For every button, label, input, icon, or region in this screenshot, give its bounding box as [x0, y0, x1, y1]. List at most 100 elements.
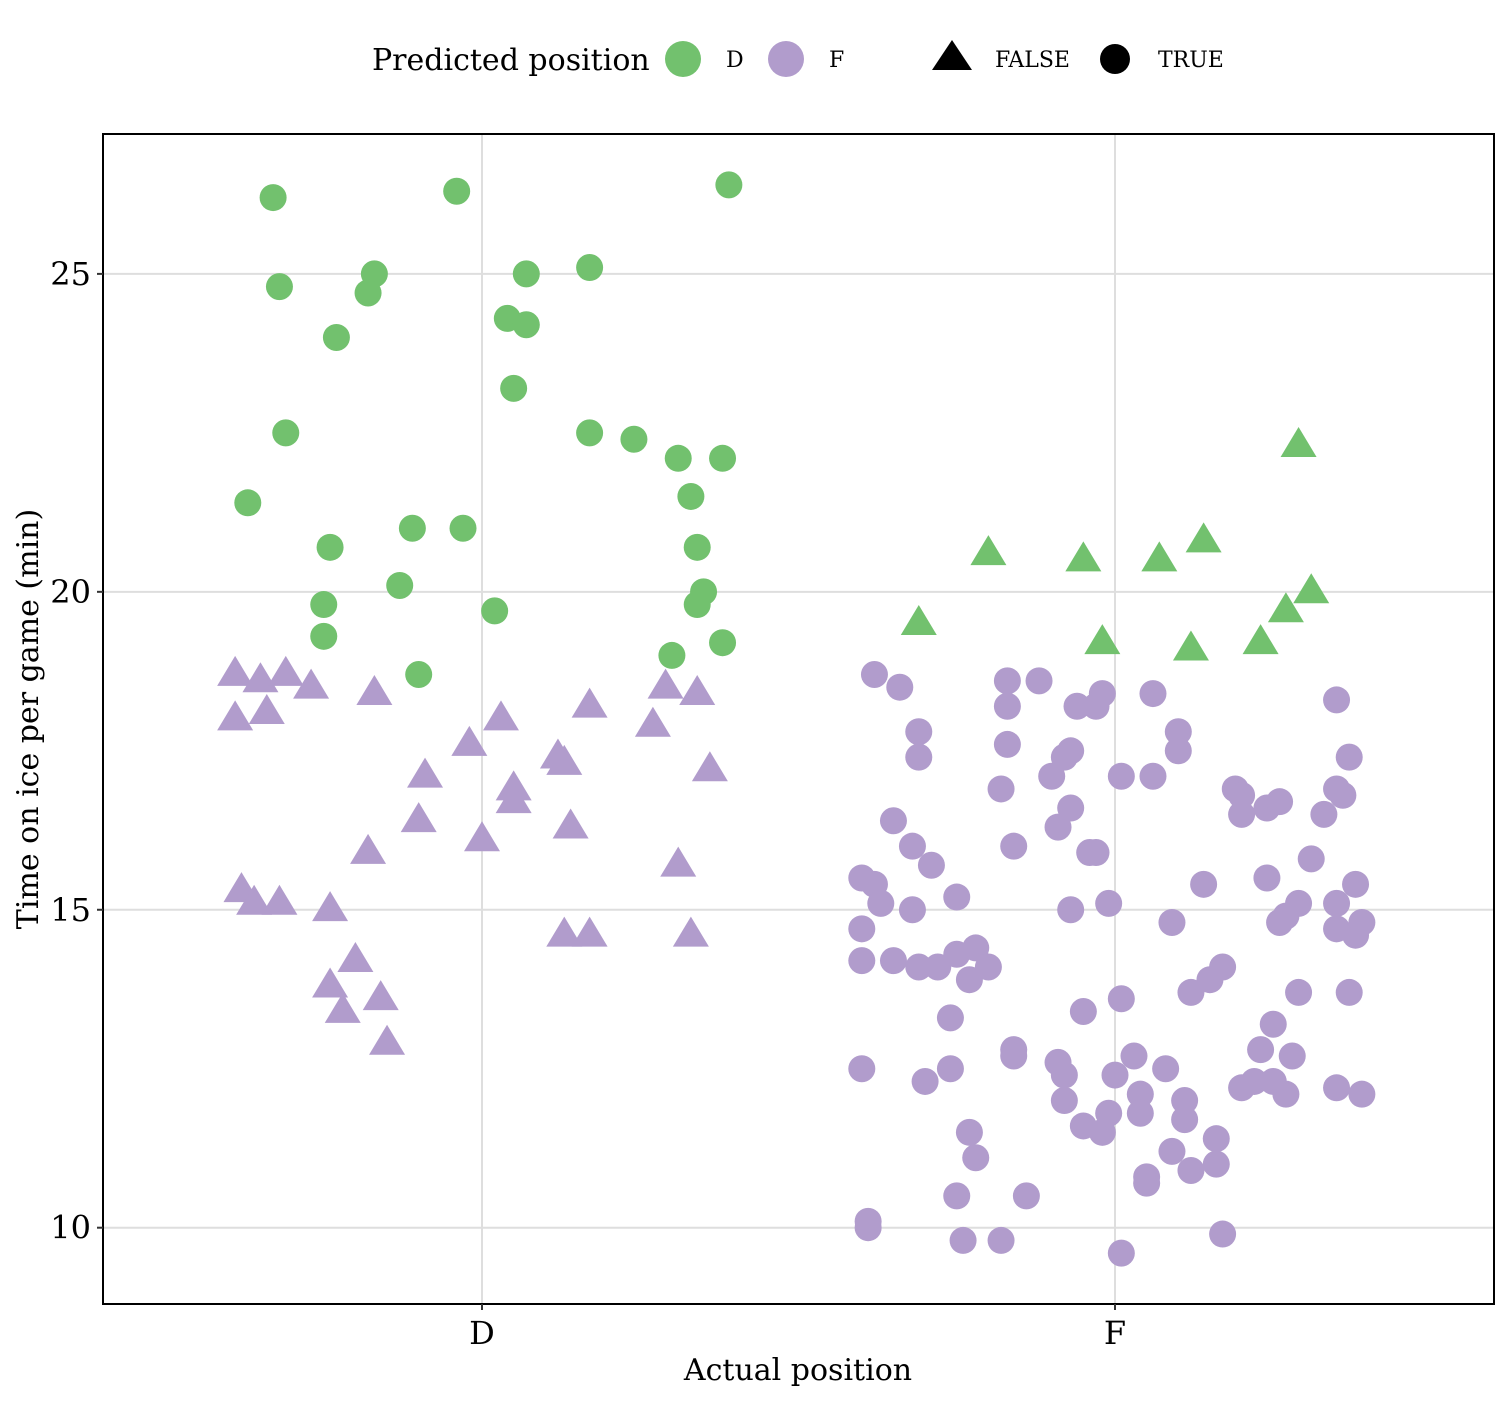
y-tick-label: 25	[50, 255, 91, 293]
data-point-circle	[867, 889, 895, 917]
data-point-circle	[683, 533, 711, 561]
data-point-triangle	[1084, 624, 1121, 655]
data-point-circle	[1253, 864, 1281, 892]
data-point-circle	[1082, 839, 1110, 867]
data-point-circle	[917, 851, 945, 879]
data-point-circle	[1139, 680, 1167, 708]
data-points	[217, 171, 1376, 1267]
legend-label-true: TRUE	[1158, 48, 1224, 73]
data-point-circle	[449, 514, 477, 542]
data-point-circle	[1177, 1156, 1205, 1184]
data-point-circle	[576, 419, 604, 447]
data-point-circle	[512, 260, 540, 288]
data-point-circle	[1107, 985, 1135, 1013]
x-axis-label: Actual position	[683, 1353, 912, 1388]
data-point-circle	[879, 807, 907, 835]
data-point-circle	[949, 1226, 977, 1254]
data-point-circle	[993, 730, 1021, 758]
data-point-circle	[974, 953, 1002, 981]
data-point-circle	[1190, 870, 1218, 898]
data-point-circle	[1057, 794, 1085, 822]
data-point-circle	[1285, 889, 1313, 917]
plot-border	[102, 133, 1495, 1305]
data-point-triangle	[350, 833, 387, 864]
data-point-circle	[905, 743, 933, 771]
legend-color-title: Predicted position	[372, 43, 650, 78]
data-point-circle	[322, 323, 350, 351]
legend-swatch-f	[768, 41, 804, 77]
data-point-circle	[1012, 1182, 1040, 1210]
data-point-circle	[310, 591, 338, 619]
data-point-circle	[936, 1055, 964, 1083]
data-point-circle	[500, 374, 528, 402]
data-point-circle	[658, 641, 686, 669]
data-point-triangle	[356, 674, 393, 705]
data-point-circle	[1139, 762, 1167, 790]
data-point-circle	[860, 660, 888, 688]
data-point-circle	[955, 966, 983, 994]
data-point-circle	[1044, 813, 1072, 841]
data-point-triangle	[464, 821, 500, 852]
data-point-circle	[664, 444, 692, 472]
data-point-circle	[1095, 889, 1123, 917]
data-point-circle	[1126, 1099, 1154, 1127]
data-point-circle	[1095, 1099, 1123, 1127]
data-point-circle	[1133, 1169, 1161, 1197]
data-point-triangle	[970, 535, 1007, 566]
data-point-circle	[848, 1055, 876, 1083]
data-point-triangle	[217, 700, 254, 731]
data-point-triangle	[900, 605, 937, 636]
data-point-circle	[1107, 762, 1135, 790]
data-point-triangle	[546, 916, 583, 947]
data-point-circle	[987, 775, 1015, 803]
data-point-circle	[1177, 978, 1205, 1006]
data-point-circle	[1050, 743, 1078, 771]
data-point-triangle	[691, 751, 728, 782]
data-point-circle	[1323, 686, 1351, 714]
data-point-circle	[1342, 870, 1370, 898]
data-point-circle	[1158, 908, 1186, 936]
data-point-triangle	[482, 700, 519, 731]
data-point-circle	[886, 673, 914, 701]
data-point-circle	[386, 571, 414, 599]
data-point-circle	[1278, 1042, 1306, 1070]
data-point-triangle	[312, 967, 349, 998]
data-point-circle	[962, 1144, 990, 1172]
data-point-circle	[1120, 1042, 1148, 1070]
data-point-triangle	[369, 1024, 406, 1055]
data-point-circle	[848, 947, 876, 975]
data-point-circle	[709, 629, 737, 657]
legend: Predicted position D F FALSE TRUE	[372, 40, 1224, 78]
data-point-circle	[272, 419, 300, 447]
data-point-triangle	[1065, 541, 1102, 572]
x-tick-label: D	[469, 1314, 495, 1352]
data-point-circle	[936, 1004, 964, 1032]
data-point-triangle	[1242, 624, 1279, 655]
data-point-circle	[924, 953, 952, 981]
data-point-circle	[1057, 896, 1085, 924]
y-tick-label: 20	[50, 573, 91, 611]
data-point-circle	[1063, 692, 1091, 720]
data-point-circle	[481, 597, 509, 625]
y-axis: 10 15 20 25	[50, 255, 103, 1247]
legend-circle-icon	[1100, 44, 1130, 74]
data-point-circle	[1259, 1010, 1287, 1038]
data-point-circle	[1329, 781, 1357, 809]
data-point-circle	[576, 254, 604, 282]
data-point-circle	[1348, 908, 1376, 936]
data-point-circle	[1171, 1087, 1199, 1115]
data-point-circle	[879, 947, 907, 975]
data-point-circle	[683, 591, 711, 619]
data-point-circle	[1164, 718, 1192, 746]
data-point-circle	[1247, 1036, 1275, 1064]
data-point-circle	[1272, 1080, 1300, 1108]
legend-label-d: D	[726, 48, 744, 73]
data-point-circle	[316, 533, 344, 561]
data-point-circle	[1228, 781, 1256, 809]
data-point-circle	[1240, 1067, 1268, 1095]
data-point-triangle	[1293, 573, 1330, 604]
data-point-circle	[1158, 1137, 1186, 1165]
data-point-circle	[1209, 1220, 1237, 1248]
data-point-circle	[1101, 1061, 1129, 1089]
